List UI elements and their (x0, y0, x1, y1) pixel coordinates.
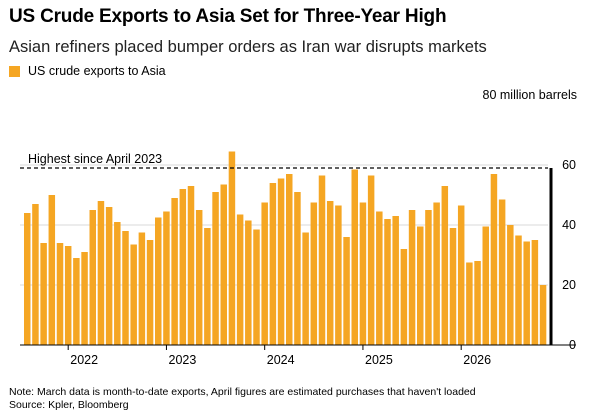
bar (302, 232, 309, 345)
bar (359, 202, 367, 345)
bar (212, 192, 219, 345)
bar (220, 184, 227, 345)
y-tick-label: 40 (562, 218, 576, 232)
legend-label: US crude exports to Asia (28, 64, 166, 78)
bar (498, 199, 506, 345)
bar (523, 241, 530, 345)
bar (48, 195, 56, 345)
bar (163, 211, 170, 345)
bar (367, 175, 375, 345)
bar (204, 228, 211, 345)
bar (310, 202, 318, 345)
legend-swatch (9, 65, 20, 77)
bar (146, 240, 154, 345)
bar (40, 243, 47, 345)
bar (245, 220, 252, 345)
bar (236, 214, 244, 345)
unit-label: 80 million barrels (482, 88, 577, 102)
bar (187, 186, 195, 345)
bar (425, 210, 432, 345)
bar (408, 210, 416, 345)
x-tick-label: 2026 (463, 353, 491, 367)
bar (449, 228, 457, 345)
bar (400, 249, 408, 345)
bar (56, 243, 64, 345)
bar (253, 229, 260, 345)
bar (155, 217, 162, 345)
bar (343, 237, 350, 345)
bar (392, 216, 399, 345)
bar (531, 240, 539, 345)
chart-title: US Crude Exports to Asia Set for Three-Y… (9, 6, 447, 27)
x-tick-label: 2025 (365, 353, 393, 367)
bar (441, 186, 449, 345)
bar (384, 219, 391, 345)
bar (138, 232, 146, 345)
y-tick-label: 20 (562, 278, 576, 292)
bar (73, 258, 80, 345)
bar (286, 174, 293, 345)
bar (269, 183, 277, 345)
reference-line-label: Highest since April 2023 (28, 152, 162, 166)
chart-source: Source: Kpler, Bloomberg (9, 399, 129, 411)
bar (433, 202, 440, 345)
bars (24, 151, 547, 345)
chart-subtitle: Asian refiners placed bumper orders as I… (9, 38, 487, 56)
bar (515, 235, 522, 345)
bar (32, 204, 39, 345)
bar (335, 205, 342, 345)
bar (97, 201, 105, 345)
bar (294, 192, 301, 345)
bar (89, 210, 96, 345)
bar (351, 169, 358, 345)
bar (81, 252, 88, 345)
bar (507, 225, 514, 345)
bar (277, 178, 285, 345)
bar (179, 189, 187, 345)
bar (376, 211, 383, 345)
legend: US crude exports to Asia (9, 64, 166, 78)
x-tick-label: 2023 (169, 353, 197, 367)
bar (490, 174, 498, 345)
bar (539, 285, 547, 345)
bar (228, 151, 236, 345)
bar (466, 262, 473, 345)
bar (105, 207, 113, 345)
bar (457, 205, 465, 345)
bar (261, 202, 268, 345)
bar (114, 222, 121, 345)
bar (195, 210, 203, 345)
x-tick-label: 2022 (70, 353, 98, 367)
bar (326, 201, 334, 345)
bar (417, 226, 424, 345)
bar (64, 246, 72, 345)
x-tick-label: 2024 (267, 353, 295, 367)
y-tick-label: 60 (562, 158, 576, 172)
bar (24, 213, 31, 345)
reference-line-group: Highest since April 2023 (20, 152, 553, 345)
bar (318, 175, 326, 345)
bar (130, 244, 137, 345)
bar (171, 198, 178, 345)
bar (482, 226, 489, 345)
bar (474, 261, 481, 345)
bar (122, 231, 129, 345)
chart-note: Note: March data is month-to-date export… (9, 386, 476, 398)
